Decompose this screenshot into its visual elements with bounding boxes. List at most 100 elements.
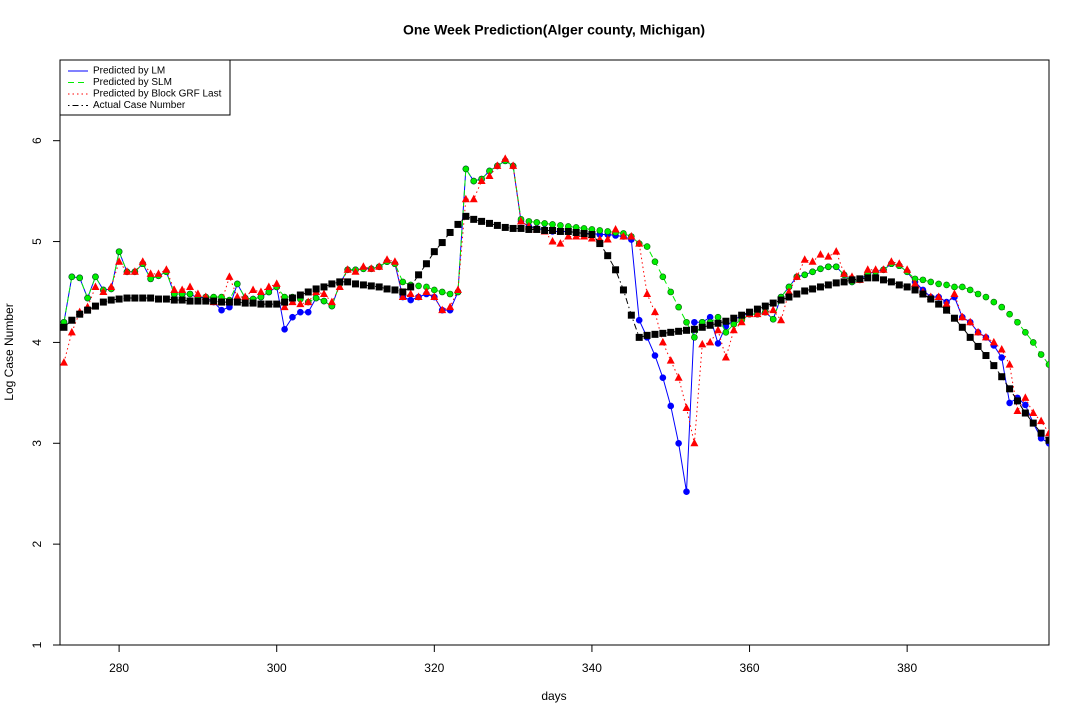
- point: [982, 293, 990, 301]
- point: [784, 287, 793, 295]
- point: [1021, 393, 1030, 401]
- point: [68, 316, 76, 324]
- point: [454, 220, 462, 228]
- point: [682, 326, 690, 334]
- point: [359, 281, 367, 289]
- point: [509, 224, 517, 232]
- point: [352, 280, 360, 288]
- point: [801, 271, 809, 279]
- point: [730, 314, 738, 322]
- point: [257, 300, 265, 308]
- point: [887, 278, 895, 286]
- point: [998, 373, 1006, 381]
- point: [91, 302, 99, 310]
- point: [115, 295, 123, 303]
- point: [895, 281, 903, 289]
- point: [627, 232, 636, 240]
- point: [958, 323, 966, 331]
- point: [863, 265, 872, 273]
- point: [233, 298, 241, 306]
- point: [210, 297, 218, 305]
- point: [785, 293, 793, 301]
- point: [218, 306, 225, 314]
- point: [564, 232, 573, 240]
- point: [320, 297, 328, 305]
- point: [320, 283, 328, 291]
- point: [139, 294, 147, 302]
- point: [549, 221, 556, 228]
- point: [398, 292, 407, 301]
- x-tick-label: 300: [267, 661, 287, 675]
- point: [453, 285, 462, 293]
- point: [950, 289, 959, 297]
- point: [367, 264, 376, 272]
- point: [304, 288, 312, 296]
- point: [154, 269, 163, 277]
- point: [738, 311, 746, 319]
- point: [650, 307, 659, 316]
- point: [327, 297, 336, 306]
- point: [296, 299, 305, 308]
- point: [675, 439, 682, 447]
- point: [667, 402, 675, 410]
- point: [824, 252, 833, 260]
- point: [1029, 339, 1037, 346]
- point: [296, 291, 304, 299]
- point: [67, 327, 76, 336]
- point: [375, 283, 383, 291]
- point: [966, 317, 975, 326]
- point: [178, 285, 187, 293]
- point: [880, 276, 888, 284]
- point: [383, 285, 391, 293]
- point: [698, 323, 706, 331]
- point: [319, 289, 328, 297]
- point: [596, 240, 604, 248]
- legend-label: Predicted by SLM: [93, 77, 172, 88]
- point: [406, 289, 415, 297]
- point: [186, 282, 195, 290]
- point: [612, 266, 620, 274]
- point: [690, 325, 698, 333]
- x-tick-label: 280: [109, 661, 129, 675]
- point: [556, 227, 564, 235]
- point: [627, 311, 635, 319]
- point: [415, 282, 422, 290]
- x-tick-label: 340: [582, 661, 602, 675]
- point: [840, 269, 849, 277]
- point: [1005, 360, 1014, 368]
- point: [218, 298, 226, 306]
- point: [431, 286, 438, 294]
- point: [911, 279, 920, 287]
- point: [517, 224, 525, 232]
- point: [351, 267, 360, 275]
- x-axis-label: days: [541, 689, 566, 703]
- point: [438, 239, 446, 247]
- point: [651, 258, 659, 266]
- point: [446, 302, 455, 311]
- point: [485, 171, 494, 179]
- point: [265, 300, 273, 308]
- point: [769, 315, 777, 323]
- point: [146, 269, 155, 277]
- point: [998, 354, 1006, 361]
- point: [335, 282, 344, 290]
- point: [407, 283, 415, 291]
- point: [714, 313, 722, 321]
- point: [1006, 399, 1013, 407]
- point: [501, 154, 510, 162]
- point: [107, 296, 115, 304]
- point: [249, 285, 258, 293]
- point: [659, 273, 667, 281]
- point: [840, 278, 848, 286]
- point: [1022, 329, 1029, 336]
- point: [1045, 361, 1049, 368]
- point: [225, 298, 233, 306]
- point: [871, 265, 880, 273]
- point: [76, 310, 84, 318]
- point: [1014, 318, 1021, 326]
- point: [509, 161, 518, 169]
- point: [1037, 429, 1045, 437]
